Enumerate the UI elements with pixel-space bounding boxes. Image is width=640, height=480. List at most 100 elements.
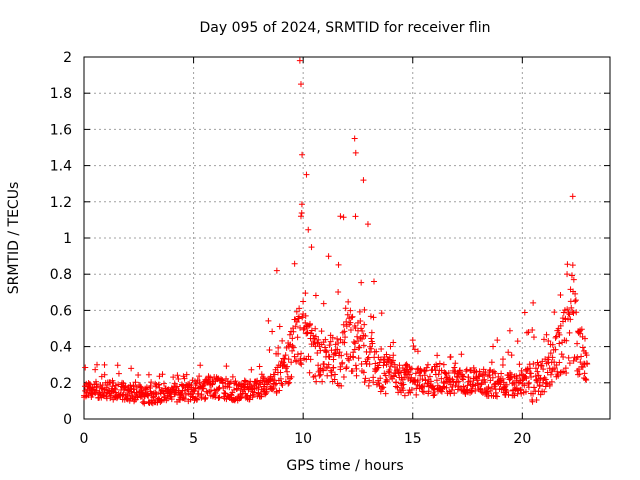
data-point — [145, 392, 152, 399]
data-point — [418, 383, 425, 390]
data-point — [368, 335, 375, 342]
data-point — [521, 309, 528, 316]
data-point — [414, 348, 421, 355]
data-point — [277, 375, 284, 382]
data-point — [189, 393, 196, 400]
data-point — [326, 353, 333, 360]
data-point — [377, 375, 384, 382]
data-point — [291, 260, 298, 267]
y-tick-label: 1.8 — [50, 86, 72, 102]
data-point — [514, 338, 521, 345]
data-point — [132, 379, 139, 386]
data-point — [572, 297, 579, 304]
data-point — [452, 360, 459, 367]
data-point — [288, 359, 295, 366]
data-point — [567, 316, 574, 323]
data-point — [248, 366, 255, 373]
data-point — [166, 388, 173, 395]
data-point — [523, 329, 530, 336]
y-tick-label: 1.2 — [50, 195, 72, 211]
data-point — [531, 384, 538, 391]
data-point — [279, 337, 286, 344]
data-point — [336, 349, 343, 356]
data-point — [256, 363, 263, 370]
data-point — [422, 377, 429, 384]
data-point — [551, 365, 558, 372]
data-point — [549, 354, 556, 361]
data-point — [315, 336, 322, 343]
data-point — [472, 387, 479, 394]
data-point — [503, 387, 510, 394]
data-point — [138, 384, 145, 391]
y-tick-label: 0 — [63, 412, 72, 428]
data-point — [448, 386, 455, 393]
data-point — [289, 347, 296, 354]
data-point — [147, 383, 154, 390]
data-point — [108, 392, 115, 399]
data-point — [285, 356, 292, 363]
data-point — [517, 387, 524, 394]
data-point — [525, 380, 532, 387]
data-point — [357, 317, 364, 324]
data-point — [392, 379, 399, 386]
data-point — [326, 342, 333, 349]
data-point — [570, 309, 577, 316]
data-point — [548, 378, 555, 385]
data-point — [276, 387, 283, 394]
data-point — [442, 370, 449, 377]
data-point — [499, 375, 506, 382]
data-point — [312, 292, 319, 299]
data-point — [149, 400, 156, 407]
data-point — [335, 288, 342, 295]
data-point — [145, 371, 152, 378]
data-point — [327, 338, 334, 345]
data-point — [376, 380, 383, 387]
data-point — [549, 341, 556, 348]
data-point — [569, 193, 576, 200]
data-point — [345, 298, 352, 305]
data-point — [368, 345, 375, 352]
data-point — [508, 352, 515, 359]
data-point — [93, 384, 100, 391]
data-point — [366, 377, 373, 384]
data-point — [114, 362, 121, 369]
data-point — [508, 374, 515, 381]
data-point — [291, 353, 298, 360]
y-tick-label: 0.4 — [50, 340, 72, 356]
data-point — [137, 383, 144, 390]
data-point — [474, 377, 481, 384]
data-point — [491, 383, 498, 390]
data-point — [547, 350, 554, 357]
data-point — [215, 395, 222, 402]
data-point — [411, 346, 418, 353]
data-point — [339, 329, 346, 336]
data-point — [299, 151, 306, 158]
data-point — [96, 389, 103, 396]
data-point — [313, 378, 320, 385]
data-point — [292, 323, 299, 330]
data-point — [299, 314, 306, 321]
data-point — [530, 334, 537, 341]
data-point — [122, 382, 129, 389]
data-point — [325, 361, 332, 368]
data-point — [454, 374, 461, 381]
data-point — [388, 360, 395, 367]
data-point — [434, 352, 441, 359]
y-tick-label: 0.6 — [50, 303, 72, 319]
data-point — [409, 337, 416, 344]
data-point — [284, 368, 291, 375]
data-point — [227, 379, 234, 386]
data-point — [332, 371, 339, 378]
data-point — [181, 375, 188, 382]
data-point — [343, 365, 350, 372]
data-point — [174, 383, 181, 390]
data-point — [347, 327, 354, 334]
data-point — [297, 213, 304, 220]
data-point — [454, 386, 461, 393]
data-point — [420, 389, 427, 396]
data-point — [494, 337, 501, 344]
data-point — [502, 386, 509, 393]
data-point — [564, 271, 571, 278]
data-point — [421, 383, 428, 390]
data-point — [305, 353, 312, 360]
